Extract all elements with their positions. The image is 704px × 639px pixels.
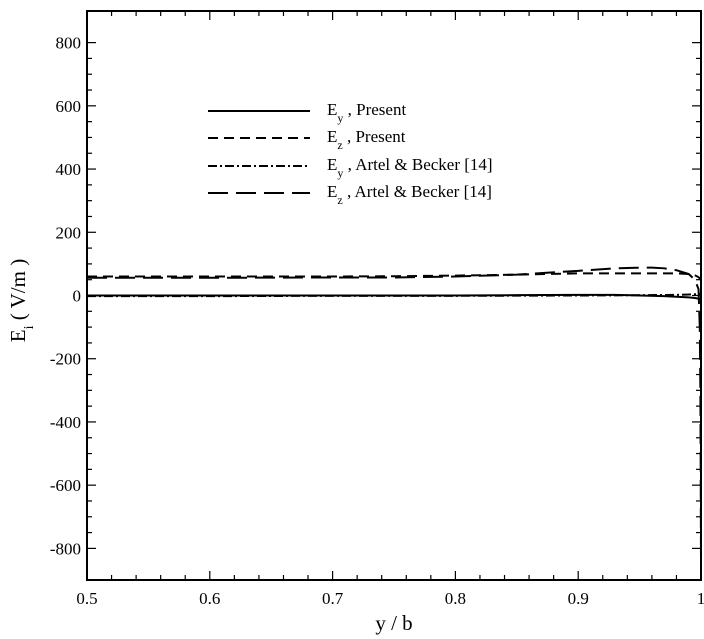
series-line-4: [87, 266, 702, 565]
x-tick-label: 0.6: [199, 589, 220, 608]
y-tick-label: -400: [50, 413, 81, 432]
y-tick-label: 600: [56, 97, 82, 116]
series-lines: [87, 266, 702, 565]
x-tick-labels: 0.5 0.6 0.7 0.8 0.9 1: [76, 589, 704, 608]
x-axis-title: y / b: [375, 611, 412, 635]
plot-frame: [86, 10, 702, 581]
y-axis-title-main: E: [6, 329, 30, 342]
legend-entry-2: Ez , Present: [327, 127, 406, 152]
x-tick-label: 0.8: [445, 589, 466, 608]
x-tick-label: 0.5: [76, 589, 97, 608]
y-tick-labels: -800 -600 -400 -200 0 200 400 600 800: [50, 34, 81, 559]
legend-entry-4: Ez , Artel & Becker [14]: [327, 182, 492, 207]
legend-entry-1: Ey , Present: [327, 100, 406, 125]
y-tick-label: 400: [56, 160, 82, 179]
y-tick-label: 200: [56, 223, 82, 242]
y-axis-title: Ei ( V/m ): [6, 259, 37, 342]
series-line-2: [87, 272, 702, 281]
x-tick-label: 1: [697, 589, 704, 608]
y-axis-title-unit: ( V/m ): [6, 259, 30, 326]
legend-entry-3: Ey , Artel & Becker [14]: [327, 155, 493, 180]
y-axis-title-subscript: i: [22, 325, 37, 329]
y-tick-label: -600: [50, 476, 81, 495]
x-tick-label: 0.9: [568, 589, 589, 608]
y-tick-label: -200: [50, 350, 81, 369]
y-tick-label: 0: [73, 287, 82, 306]
y-tick-label: 800: [56, 34, 82, 53]
x-tick-label: 0.7: [322, 589, 344, 608]
y-tick-label: -800: [50, 539, 81, 558]
